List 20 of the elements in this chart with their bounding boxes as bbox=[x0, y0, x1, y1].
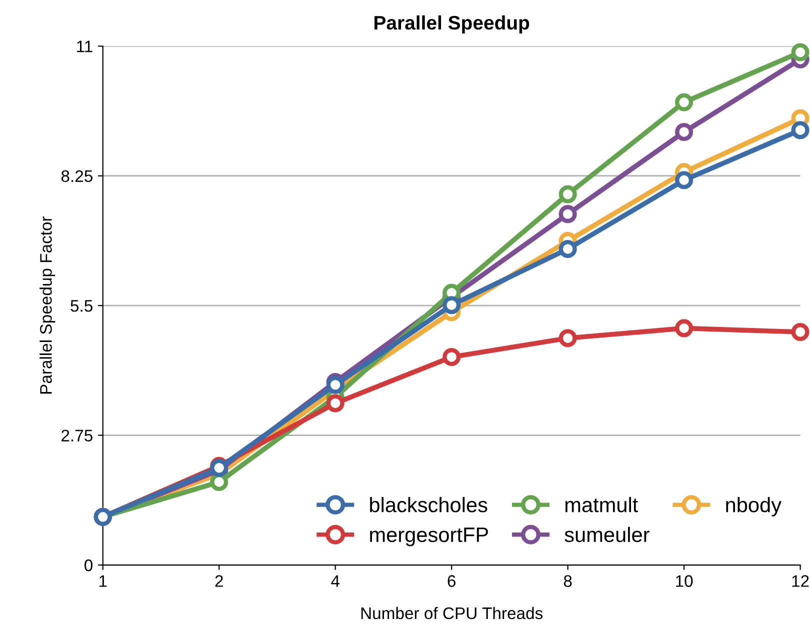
x-tick-label: 10 bbox=[676, 575, 693, 587]
y-tick-label: 11 bbox=[77, 40, 92, 52]
legend-label: sumeuler bbox=[564, 526, 650, 542]
y-axis-title: Parallel Speedup Factor bbox=[40, 216, 56, 394]
legend-label: matmult bbox=[565, 497, 638, 512]
x-axis-title: Number of CPU Threads bbox=[361, 606, 543, 620]
x-tick-label: 8 bbox=[564, 575, 572, 587]
x-tick-label: 1 bbox=[100, 575, 107, 587]
legend-label: nbody bbox=[726, 497, 782, 516]
chart-title: Parallel Speedup bbox=[374, 15, 530, 34]
y-tick-label: 2.75 bbox=[62, 430, 92, 442]
x-tick-label: 12 bbox=[792, 575, 809, 587]
legend-label: mergesortFP bbox=[370, 528, 488, 546]
y-tick-label: 5.5 bbox=[70, 300, 92, 312]
x-tick-label: 2 bbox=[215, 575, 223, 587]
y-tick-label: 8.25 bbox=[61, 170, 92, 182]
x-tick-label: 4 bbox=[331, 575, 340, 587]
y-tick-label: 0 bbox=[84, 559, 92, 572]
legend-label: blackscholes bbox=[370, 497, 488, 512]
x-tick-label: 6 bbox=[448, 575, 456, 587]
